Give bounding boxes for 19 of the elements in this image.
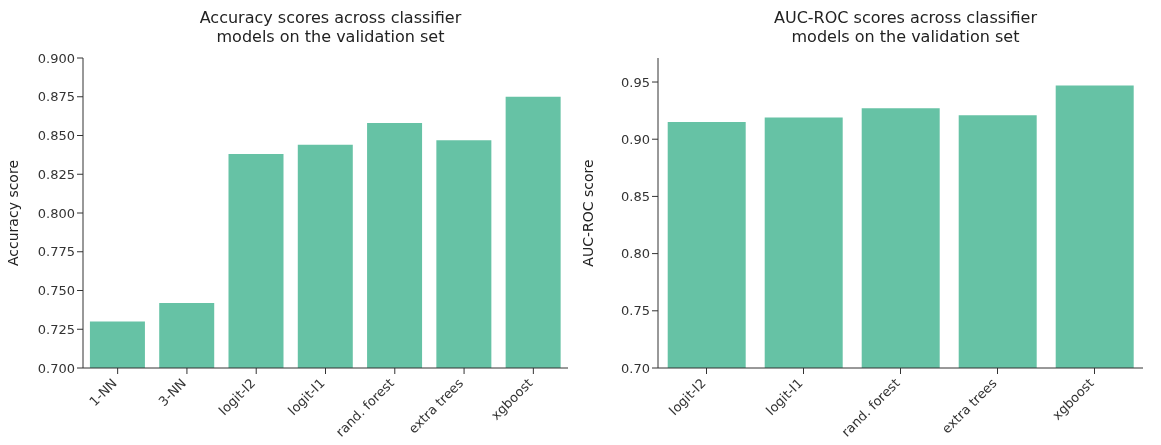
chart-title: Accuracy scores across classifier models on the validation set [198,8,463,48]
y-axis-title: Accuracy score [4,160,21,266]
y-tick-label: 0.800 [37,205,75,221]
y-tick-label: 0.95 [621,74,650,90]
y-tick-label: 0.750 [37,283,75,299]
y-tick-label: 0.875 [37,89,75,105]
y-tick-label: 0.900 [37,50,75,66]
y-tick-label: 0.850 [37,128,75,144]
y-tick-label: 0.775 [37,244,75,260]
chart-title: AUC-ROC scores across classifier models on the validation set [773,8,1038,48]
y-tick-label: 0.825 [37,166,75,182]
y-tick-label: 0.725 [37,321,75,337]
y-tick-label: 0.80 [621,246,650,262]
y-tick-label: 0.85 [621,189,650,205]
y-axis-title: AUC-ROC score [579,159,596,267]
y-tick-label: 0.70 [621,360,650,376]
y-tick-label: 0.75 [621,303,650,319]
y-tick-label: 0.700 [37,360,75,376]
y-tick-label: 0.90 [621,131,650,147]
